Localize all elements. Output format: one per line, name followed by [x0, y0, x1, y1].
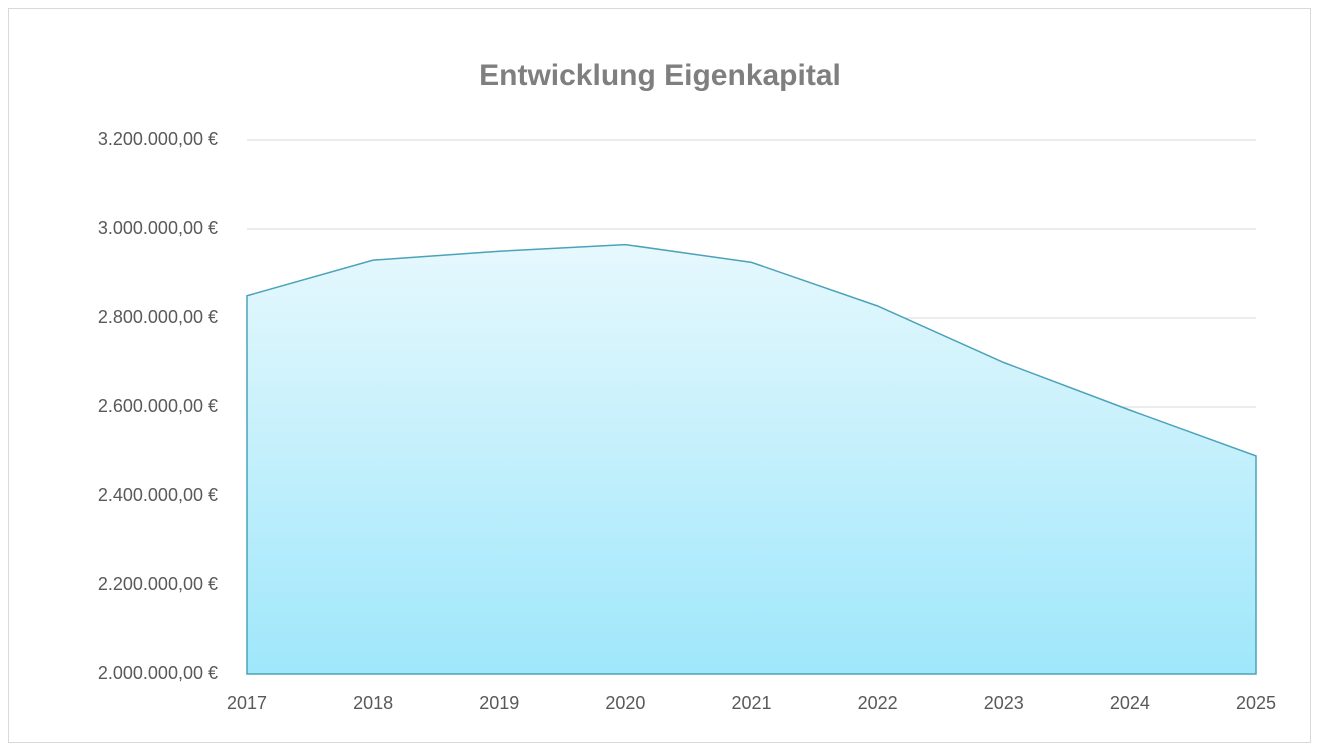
y-tick-label: 3.000.000,00 €	[98, 218, 218, 238]
x-tick-label: 2018	[353, 693, 393, 713]
y-tick-label: 2.000.000,00 €	[98, 663, 218, 683]
x-tick-label: 2023	[984, 693, 1024, 713]
x-tick-label: 2025	[1236, 693, 1276, 713]
x-tick-label: 2017	[227, 693, 267, 713]
y-tick-label: 2.800.000,00 €	[98, 307, 218, 327]
y-tick-label: 2.200.000,00 €	[98, 574, 218, 594]
x-tick-label: 2020	[605, 693, 645, 713]
x-tick-label: 2022	[858, 693, 898, 713]
y-tick-label: 2.600.000,00 €	[98, 396, 218, 416]
x-tick-label: 2021	[731, 693, 771, 713]
y-tick-label: 3.200.000,00 €	[98, 129, 218, 149]
area	[246, 243, 1257, 675]
x-tick-label: 2019	[479, 693, 519, 713]
chart-title: Entwicklung Eigenkapital	[479, 59, 841, 92]
x-tick-label: 2024	[1110, 693, 1150, 713]
y-tick-label: 2.400.000,00 €	[98, 485, 218, 505]
